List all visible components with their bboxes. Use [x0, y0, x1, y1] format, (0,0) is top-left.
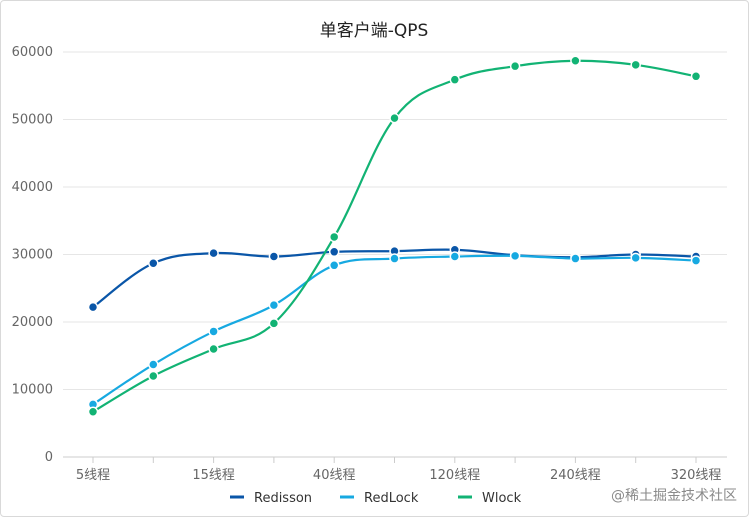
data-point-wlock [148, 370, 159, 382]
data-point-redisson [328, 246, 340, 258]
y-tick-label: 20000 [12, 315, 53, 330]
legend-item-redlock: RedLock [340, 491, 419, 506]
data-point-redlock [208, 326, 219, 337]
watermark: @稀土掘金技术社区 [611, 488, 737, 504]
legend-item-wlock: Wlock [458, 491, 522, 506]
legend-item-redisson: Redisson [230, 491, 312, 506]
y-tick-label: 30000 [12, 248, 53, 263]
y-tick-label: 50000 [12, 113, 53, 128]
data-point-redlock [328, 260, 340, 271]
x-tick-label: 15线程 [192, 468, 235, 483]
data-point-wlock [268, 318, 280, 329]
data-point-redisson [148, 258, 159, 269]
data-point-redisson [208, 247, 219, 259]
data-point-redisson [268, 251, 280, 262]
x-tick-label: 240线程 [550, 468, 601, 483]
legend-label-wlock: Wlock [482, 491, 522, 506]
data-point-redlock [509, 250, 521, 262]
chart-title: 单客户端-QPS [320, 21, 429, 41]
data-point-wlock [208, 343, 219, 355]
x-axis-ticks: 5线程 15线程 40线程 120线程 240线程 320线程 [76, 457, 722, 483]
data-point-redlock [148, 359, 159, 370]
y-tick-label: 40000 [12, 180, 53, 195]
y-tick-label: 0 [45, 450, 53, 465]
x-tick-label: 40线程 [313, 468, 356, 483]
data-point-wlock [570, 55, 581, 67]
x-tick-label: 120线程 [429, 468, 480, 483]
data-point-wlock [630, 59, 641, 71]
y-tick-label: 10000 [12, 383, 53, 398]
data-point-wlock [389, 112, 400, 124]
data-point-redlock [630, 252, 641, 264]
data-point-redlock [389, 253, 400, 264]
x-tick-label: 320线程 [671, 468, 722, 483]
series-redlock [87, 250, 702, 410]
data-point-wlock [87, 406, 99, 418]
legend-label-redlock: RedLock [364, 491, 419, 506]
series-line-redlock [92, 254, 697, 406]
data-point-redlock [268, 299, 280, 311]
legend: Redisson RedLock Wlock [230, 491, 522, 506]
data-point-wlock [449, 74, 461, 85]
data-point-wlock [328, 231, 340, 243]
series-wlock [87, 55, 702, 418]
legend-label-redisson: Redisson [254, 491, 312, 506]
data-point-redisson [87, 301, 99, 313]
data-point-redlock [449, 251, 461, 262]
data-point-wlock [509, 60, 521, 72]
data-point-redlock [690, 255, 702, 266]
series-group [87, 55, 702, 418]
data-point-wlock [690, 71, 702, 82]
data-point-redlock [570, 253, 581, 264]
y-tick-label: 60000 [12, 45, 53, 60]
y-axis-ticks: 0 10000 20000 30000 40000 50000 60000 [12, 45, 53, 465]
x-tick-label: 5线程 [76, 468, 110, 483]
